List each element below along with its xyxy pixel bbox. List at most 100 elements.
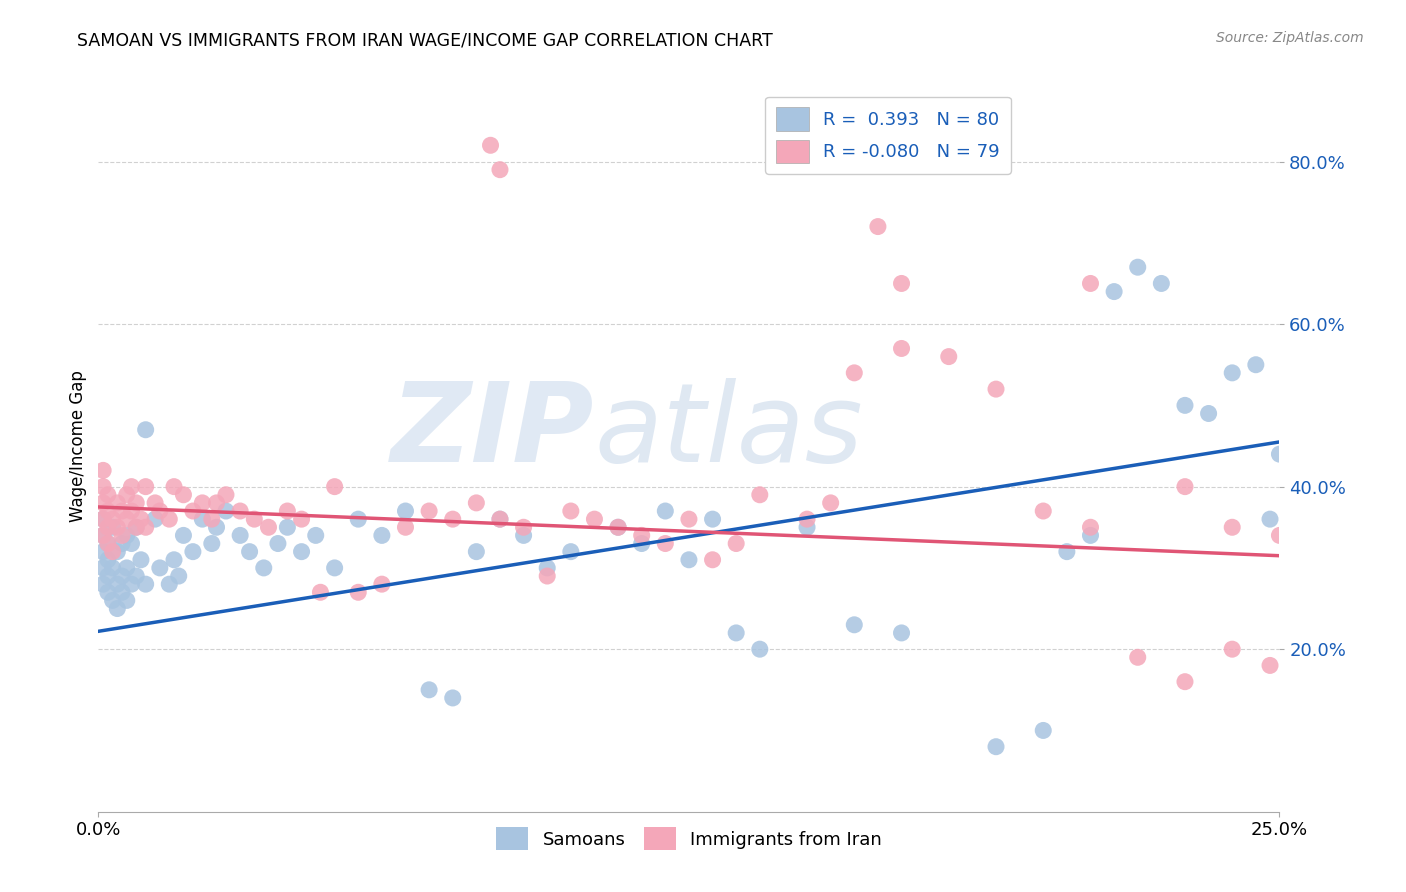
Point <box>101 593 124 607</box>
Point <box>181 504 204 518</box>
Point <box>276 504 298 518</box>
Point <box>844 366 866 380</box>
Point <box>257 520 280 534</box>
Point <box>115 593 138 607</box>
Point <box>239 544 262 558</box>
Point <box>748 642 770 657</box>
Point <box>97 553 120 567</box>
Point <box>205 496 228 510</box>
Point <box>654 536 676 550</box>
Point <box>1126 650 1149 665</box>
Point <box>91 496 114 510</box>
Point <box>201 536 224 550</box>
Point <box>678 553 700 567</box>
Point <box>276 520 298 534</box>
Point <box>215 504 238 518</box>
Point <box>748 488 770 502</box>
Point <box>1244 358 1267 372</box>
Point <box>135 480 157 494</box>
Point <box>105 601 128 615</box>
Point <box>1174 674 1197 689</box>
Point <box>418 682 440 697</box>
Point <box>243 512 266 526</box>
Point <box>371 528 394 542</box>
Point <box>172 528 194 542</box>
Point <box>91 512 114 526</box>
Point <box>512 528 534 542</box>
Point <box>441 690 464 705</box>
Point <box>323 480 346 494</box>
Point <box>1150 277 1173 291</box>
Point <box>890 277 912 291</box>
Point <box>205 520 228 534</box>
Point <box>371 577 394 591</box>
Text: SAMOAN VS IMMIGRANTS FROM IRAN WAGE/INCOME GAP CORRELATION CHART: SAMOAN VS IMMIGRANTS FROM IRAN WAGE/INCO… <box>77 31 773 49</box>
Point <box>135 577 157 591</box>
Point <box>1220 642 1243 657</box>
Point <box>149 504 172 518</box>
Point <box>844 617 866 632</box>
Point <box>191 512 214 526</box>
Text: ZIP: ZIP <box>391 378 595 485</box>
Point <box>91 480 114 494</box>
Point <box>702 512 724 526</box>
Point <box>678 512 700 526</box>
Point <box>347 512 370 526</box>
Point <box>105 577 128 591</box>
Point <box>201 512 224 526</box>
Point <box>536 569 558 583</box>
Point <box>101 561 124 575</box>
Point <box>866 219 889 234</box>
Point <box>111 585 134 599</box>
Point <box>97 504 120 518</box>
Point <box>253 561 276 575</box>
Point <box>607 520 630 534</box>
Point <box>91 528 114 542</box>
Point <box>91 463 114 477</box>
Point <box>1126 260 1149 275</box>
Point <box>97 536 120 550</box>
Point <box>1268 528 1291 542</box>
Point <box>465 544 488 558</box>
Point <box>441 512 464 526</box>
Point <box>121 504 143 518</box>
Point <box>97 569 120 583</box>
Point <box>1032 723 1054 738</box>
Point <box>91 528 114 542</box>
Point <box>91 577 114 591</box>
Point <box>115 488 138 502</box>
Point <box>91 561 114 575</box>
Point <box>121 536 143 550</box>
Point <box>105 520 128 534</box>
Point <box>1056 544 1078 558</box>
Point <box>347 585 370 599</box>
Point <box>229 528 252 542</box>
Point <box>630 528 652 542</box>
Point <box>143 512 166 526</box>
Point <box>105 496 128 510</box>
Point <box>125 520 148 534</box>
Point <box>101 512 124 526</box>
Point <box>1032 504 1054 518</box>
Point <box>115 528 138 542</box>
Point <box>479 138 502 153</box>
Point <box>725 626 748 640</box>
Point <box>115 561 138 575</box>
Legend: Samoans, Immigrants from Iran: Samoans, Immigrants from Iran <box>488 820 890 857</box>
Point <box>267 536 290 550</box>
Point <box>1080 277 1102 291</box>
Point <box>820 496 842 510</box>
Point <box>890 626 912 640</box>
Point <box>163 553 186 567</box>
Point <box>101 544 124 558</box>
Point <box>135 520 157 534</box>
Point <box>1198 407 1220 421</box>
Point <box>111 504 134 518</box>
Point <box>121 480 143 494</box>
Point <box>938 350 960 364</box>
Point <box>157 577 180 591</box>
Point <box>111 536 134 550</box>
Point <box>1080 528 1102 542</box>
Point <box>191 496 214 510</box>
Point <box>796 520 818 534</box>
